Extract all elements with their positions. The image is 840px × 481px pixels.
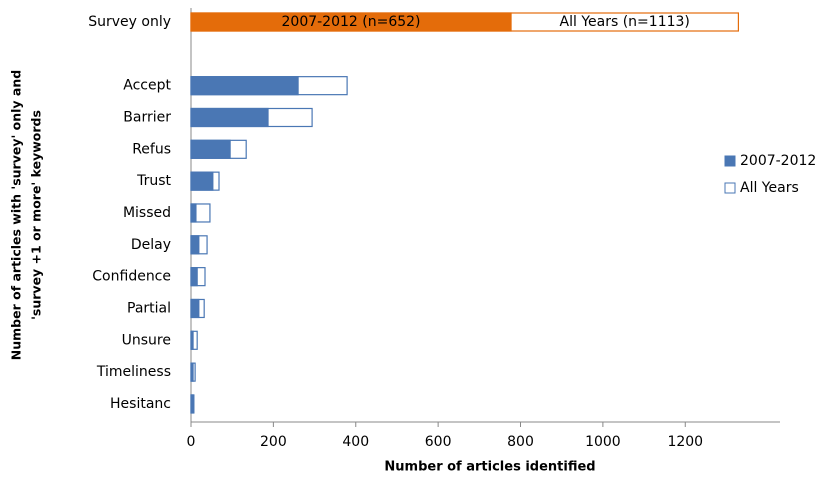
bar <box>190 330 194 350</box>
bar <box>190 235 200 255</box>
x-tick-label: 800 <box>507 434 534 450</box>
x-tick-label: 600 <box>425 434 452 450</box>
x-axis-title: Number of articles identified <box>384 460 595 475</box>
x-tick-label: 1000 <box>585 434 621 450</box>
bar <box>190 394 194 414</box>
bar <box>190 76 299 96</box>
y-tick-label: Refus <box>132 141 171 157</box>
x-tick-label: 400 <box>342 434 369 450</box>
y-tick-label: Missed <box>123 205 171 221</box>
y-tick-label: Accept <box>123 78 171 94</box>
x-tick-label: 200 <box>260 434 287 450</box>
y-tick-label: Confidence <box>92 269 171 285</box>
annotation: 2007-2012 (n=652) <box>282 14 421 30</box>
y-axis-title: 'survey +1 or more' keywords <box>29 110 44 320</box>
bar <box>190 139 231 159</box>
annotation: All Years (n=1113) <box>560 14 690 30</box>
bar <box>190 171 214 191</box>
legend-label: 2007-2012 <box>740 153 816 169</box>
y-tick-label: Unsure <box>122 332 171 348</box>
bar <box>190 298 200 319</box>
y-tick-label: Hesitanc <box>110 396 171 412</box>
legend-label: All Years <box>740 180 799 196</box>
x-tick-label: 0 <box>187 434 196 450</box>
bar <box>190 12 512 32</box>
y-tick-label: Delay <box>131 237 171 253</box>
bar <box>190 267 198 287</box>
bar <box>190 107 269 128</box>
y-tick-label: Barrier <box>123 109 171 125</box>
y-axis-title: Number of articles with 'survey' only an… <box>9 70 24 360</box>
x-tick-label: 1200 <box>667 434 703 450</box>
y-tick-label: Timeliness <box>96 364 171 380</box>
legend-swatch <box>724 182 736 194</box>
legend-swatch <box>724 155 736 167</box>
bar <box>190 203 197 223</box>
bar <box>190 362 194 382</box>
y-tick-label: Trust <box>136 173 171 189</box>
y-tick-label: Survey only <box>88 14 171 30</box>
y-tick-label: Partial <box>127 300 171 316</box>
